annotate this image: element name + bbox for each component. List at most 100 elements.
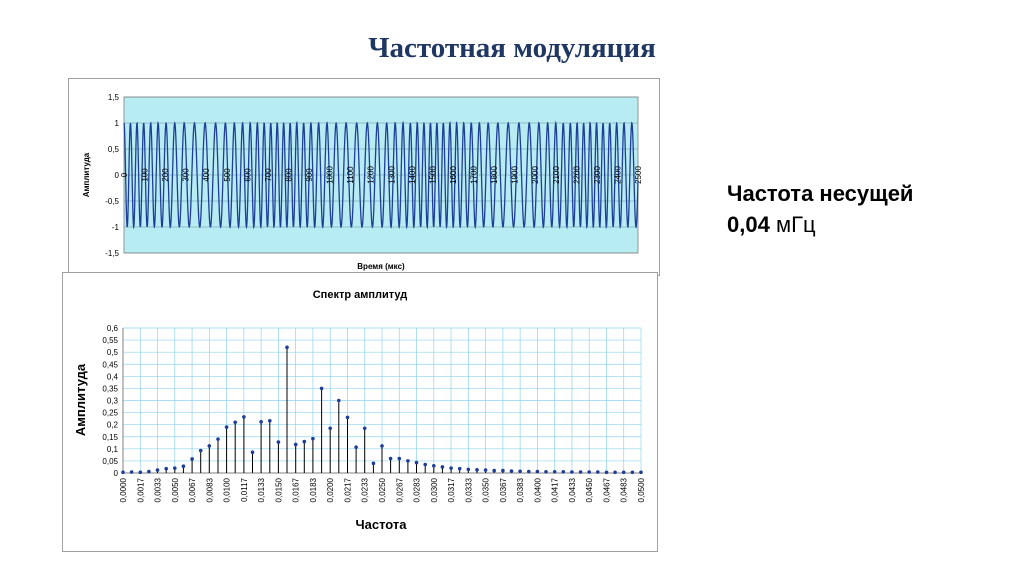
spectrum-point <box>328 426 333 431</box>
x-tick-label: 2400 <box>613 166 622 184</box>
x-tick-label: 0,0150 <box>274 477 283 502</box>
y-tick-label: -1,5 <box>105 249 119 258</box>
spectrum-point <box>630 470 635 475</box>
x-tick-label: 0,0267 <box>395 477 404 502</box>
spectrum-point <box>587 470 591 474</box>
x-tick-label: 0,0483 <box>620 477 629 502</box>
spectrum-point <box>259 419 263 424</box>
x-tick-label: 1400 <box>408 166 417 184</box>
x-tick-label: 2100 <box>552 166 561 184</box>
spectrum-point <box>639 470 643 475</box>
spectrum-point <box>595 470 600 474</box>
x-tick-label: 0,0367 <box>499 477 508 502</box>
carrier-frequency-note: Частота несущей 0,04 мГц <box>727 178 913 240</box>
spectrum-point <box>552 469 557 474</box>
spectrum-point <box>440 465 445 469</box>
x-tick-label: 0,0467 <box>602 477 611 502</box>
spectrum-point <box>336 398 341 403</box>
spectrum-point <box>319 386 324 391</box>
spectrum-point <box>535 469 540 474</box>
x-axis-label: Время (мкс) <box>357 262 405 271</box>
x-tick-label: 0,0217 <box>343 477 352 502</box>
amplitude-spectrum-svg: Спектр амплитуд 0 0,05 0,1 0,15 0,2 0,25 0,3 0,… <box>73 289 646 532</box>
x-tick-label: 2300 <box>593 166 602 184</box>
x-tick-label: 500 <box>223 168 232 182</box>
y-tick-labels: 1,5 1 0,5 0 -0,5 -1 -1,5 <box>105 93 119 258</box>
x-tick-label: 1500 <box>428 166 437 184</box>
spectrum-point <box>190 457 194 461</box>
x-tick-label: 0,0000 <box>119 477 128 502</box>
y-tick-labels: 0 0,05 0,1 0,15 0,2 0,25 0,3 0,35 0,4 0,45 0,5 0,55… <box>102 324 118 478</box>
x-tick-label: 0,0033 <box>154 477 163 502</box>
spectrum-point <box>578 470 583 474</box>
x-tick-label: 0,0233 <box>361 477 370 502</box>
spectrum-point <box>483 468 488 472</box>
carrier-unit: мГц <box>775 212 816 237</box>
x-tick-label: 0,0083 <box>205 477 214 502</box>
fm-signal-svg: 1,5 1 0,5 0 -0,5 -1 -1,5 0 100 200 300 400 500 600 70… <box>82 93 643 271</box>
x-tick-label: 0,0067 <box>188 477 197 502</box>
chart-title: Спектр амплитуд <box>313 289 408 301</box>
x-tick-label: 1800 <box>490 166 499 184</box>
x-tick-label: 0,0500 <box>637 477 646 502</box>
x-axis-label: Частота <box>355 517 407 532</box>
x-tick-label: 0 <box>120 172 129 177</box>
y-tick-label: 0,05 <box>102 457 118 466</box>
x-tick-label: 900 <box>305 168 314 182</box>
x-tick-label: 1600 <box>449 166 458 184</box>
spectrum-point <box>147 469 151 474</box>
spectrum-stems <box>121 345 643 475</box>
spectrum-point <box>414 460 419 465</box>
spectrum-point <box>466 467 471 472</box>
spectrum-point <box>457 466 462 471</box>
y-tick-label: 0,5 <box>108 145 120 154</box>
x-tick-label: 800 <box>284 168 293 182</box>
spectrum-point <box>509 469 514 473</box>
spectrum-point <box>121 470 125 475</box>
spectrum-point <box>285 345 289 350</box>
y-tick-label: 0,25 <box>102 409 118 418</box>
y-tick-label: 0,5 <box>107 348 119 357</box>
y-tick-label: 1 <box>115 119 120 128</box>
y-tick-label: 0,6 <box>107 324 119 333</box>
x-tick-label: 300 <box>182 168 191 182</box>
spectrum-point <box>224 425 229 429</box>
x-tick-label: 0,0283 <box>413 477 422 502</box>
x-tick-label: 400 <box>202 168 211 182</box>
spectrum-point <box>527 469 531 474</box>
carrier-label: Частота несущей <box>727 181 914 206</box>
x-tick-label: 0,0117 <box>240 477 249 501</box>
y-axis-label: Амплитуда <box>73 363 88 436</box>
x-tick-label: 0,0317 <box>447 477 456 502</box>
spectrum-point <box>276 440 281 444</box>
x-tick-labels: 0 100 200 300 400 500 600 700 800 900 1000 1100 1200… <box>120 166 643 184</box>
spectrum-point <box>155 468 160 472</box>
x-tick-label: 0,0167 <box>292 477 301 502</box>
spectrum-point <box>129 470 134 474</box>
x-tick-label: 0,0250 <box>378 477 387 502</box>
x-tick-labels: 0,0000 0,0017 0,0033 0,0050 0,0067 0,0083 0,01… <box>119 477 646 502</box>
x-tick-label: 0,0400 <box>533 477 542 502</box>
spectrum-point <box>561 469 566 474</box>
y-tick-label: -1 <box>112 223 120 232</box>
y-tick-label: 0,15 <box>102 433 118 442</box>
x-tick-label: 0,0300 <box>430 477 439 502</box>
x-tick-label: 0,0383 <box>516 477 525 502</box>
spectrum-point <box>293 442 298 447</box>
spectrum-point <box>621 470 626 475</box>
slide-title: Частотная модуляция <box>368 32 656 64</box>
x-tick-label: 0,0433 <box>568 477 577 502</box>
x-tick-label: 100 <box>141 168 150 182</box>
y-tick-label: 0,3 <box>107 397 119 406</box>
y-tick-label: 0,1 <box>107 445 119 454</box>
plot-area-border <box>123 96 639 254</box>
spectrum-point <box>492 468 496 473</box>
spectrum-point <box>613 470 617 475</box>
x-tick-label: 2500 <box>634 166 643 184</box>
spectrum-point <box>432 463 436 468</box>
spectrum-point <box>406 459 410 463</box>
spectrum-point <box>570 470 574 474</box>
spectrum-point <box>138 470 143 475</box>
spectrum-point <box>518 469 522 474</box>
spectrum-point <box>268 419 272 423</box>
